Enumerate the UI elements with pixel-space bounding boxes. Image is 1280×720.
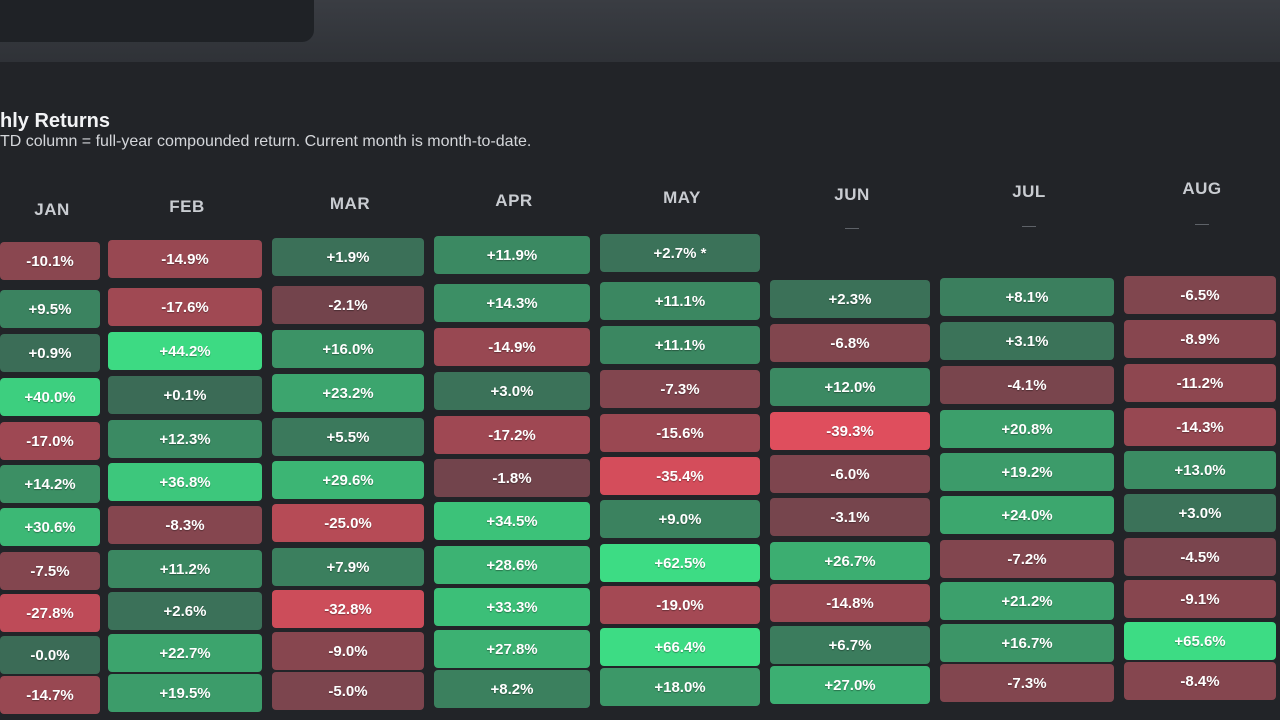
return-cell-jul: +19.2% [940,453,1114,491]
return-cell-feb: +22.7% [108,634,262,672]
return-cell-jun: -6.8% [770,324,930,362]
return-cell-mar: +29.6% [272,461,424,499]
return-cell-feb: +44.2% [108,332,262,370]
return-cell-may: -7.3% [600,370,760,408]
return-cell-aug: -11.2% [1124,364,1276,402]
return-cell-aug: -9.1% [1124,580,1276,618]
cell-empty-jul [1022,226,1036,227]
return-cell-may: +11.1% [600,326,760,364]
return-cell-feb: +12.3% [108,420,262,458]
return-cell-apr: +8.2% [434,670,590,708]
return-cell-apr: -1.8% [434,459,590,497]
month-header-feb: FEB [169,197,205,216]
return-cell-jun: +26.7% [770,542,930,580]
return-cell-mar: +7.9% [272,548,424,586]
month-header-apr: APR [495,191,533,210]
return-cell-jul: +21.2% [940,582,1114,620]
top-card [0,0,314,42]
return-cell-jan: +9.5% [0,290,100,328]
return-cell-mar: +23.2% [272,374,424,412]
return-cell-jul: -4.1% [940,366,1114,404]
return-cell-jun: -3.1% [770,498,930,536]
return-cell-feb: +11.2% [108,550,262,588]
return-cell-may: -35.4% [600,457,760,495]
return-cell-apr: +14.3% [434,284,590,322]
return-cell-jan: -14.7% [0,676,100,714]
return-cell-apr: +3.0% [434,372,590,410]
month-header-jun: JUN [834,185,870,204]
return-cell-apr: -17.2% [434,416,590,454]
month-header-jul: JUL [1012,182,1046,201]
return-cell-jun: -14.8% [770,584,930,622]
return-cell-jul: -7.3% [940,664,1114,702]
return-cell-aug: +65.6% [1124,622,1276,660]
return-cell-jan: -0.0% [0,636,100,674]
return-cell-apr: +28.6% [434,546,590,584]
return-cell-jun: +2.3% [770,280,930,318]
return-cell-aug: -14.3% [1124,408,1276,446]
return-cell-may: +62.5% [600,544,760,582]
return-cell-mar: +1.9% [272,238,424,276]
return-cell-feb: -14.9% [108,240,262,278]
panel-title: hly Returns [0,110,111,132]
cell-empty-aug [1195,224,1209,225]
return-cell-jan: -17.0% [0,422,100,460]
return-cell-jan: +0.9% [0,334,100,372]
return-cell-mar: -25.0% [272,504,424,542]
return-cell-mar: -9.0% [272,632,424,670]
return-cell-jun: +27.0% [770,666,930,704]
return-cell-jan: +30.6% [0,508,100,546]
return-cell-jun: -6.0% [770,455,930,493]
return-cell-aug: +3.0% [1124,494,1276,532]
return-cell-may: -19.0% [600,586,760,624]
return-cell-mar: +16.0% [272,330,424,368]
return-cell-apr: -14.9% [434,328,590,366]
return-cell-apr: +11.9% [434,236,590,274]
return-cell-apr: +34.5% [434,502,590,540]
return-cell-jul: +24.0% [940,496,1114,534]
return-cell-feb: +36.8% [108,463,262,501]
return-cell-aug: -8.4% [1124,662,1276,700]
return-cell-apr: +27.8% [434,630,590,668]
return-cell-feb: +2.6% [108,592,262,630]
panel-subtitle: TD column = full-year compounded return.… [0,133,532,150]
return-cell-may: +66.4% [600,628,760,666]
return-cell-jun: -39.3% [770,412,930,450]
return-cell-mar: -5.0% [272,672,424,710]
month-header-mar: MAR [329,194,371,213]
cell-empty-jun [845,228,859,229]
return-cell-aug: -8.9% [1124,320,1276,358]
return-cell-may: +2.7% * [600,234,760,272]
return-cell-feb: -8.3% [108,506,262,544]
month-header-aug: AUG [1182,179,1222,198]
return-cell-jan: -27.8% [0,594,100,632]
return-cell-aug: +13.0% [1124,451,1276,489]
return-cell-jun: +12.0% [770,368,930,406]
return-cell-mar: -2.1% [272,286,424,324]
return-cell-aug: -6.5% [1124,276,1276,314]
return-cell-jul: +8.1% [940,278,1114,316]
return-cell-may: +9.0% [600,500,760,538]
return-cell-jan: +14.2% [0,465,100,503]
return-cell-aug: -4.5% [1124,538,1276,576]
return-cell-mar: -32.8% [272,590,424,628]
return-cell-apr: +33.3% [434,588,590,626]
return-cell-may: +18.0% [600,668,760,706]
return-cell-jan: -10.1% [0,242,100,280]
return-cell-jul: +20.8% [940,410,1114,448]
return-cell-feb: +19.5% [108,674,262,712]
return-cell-mar: +5.5% [272,418,424,456]
return-cell-jul: +3.1% [940,322,1114,360]
return-cell-jun: +6.7% [770,626,930,664]
month-header-jan: JAN [34,200,70,219]
return-cell-jul: -7.2% [940,540,1114,578]
return-cell-jan: +40.0% [0,378,100,416]
month-header-may: MAY [663,188,701,207]
return-cell-may: -15.6% [600,414,760,452]
return-cell-may: +11.1% [600,282,760,320]
return-cell-feb: +0.1% [108,376,262,414]
return-cell-feb: -17.6% [108,288,262,326]
return-cell-jan: -7.5% [0,552,100,590]
return-cell-jul: +16.7% [940,624,1114,662]
